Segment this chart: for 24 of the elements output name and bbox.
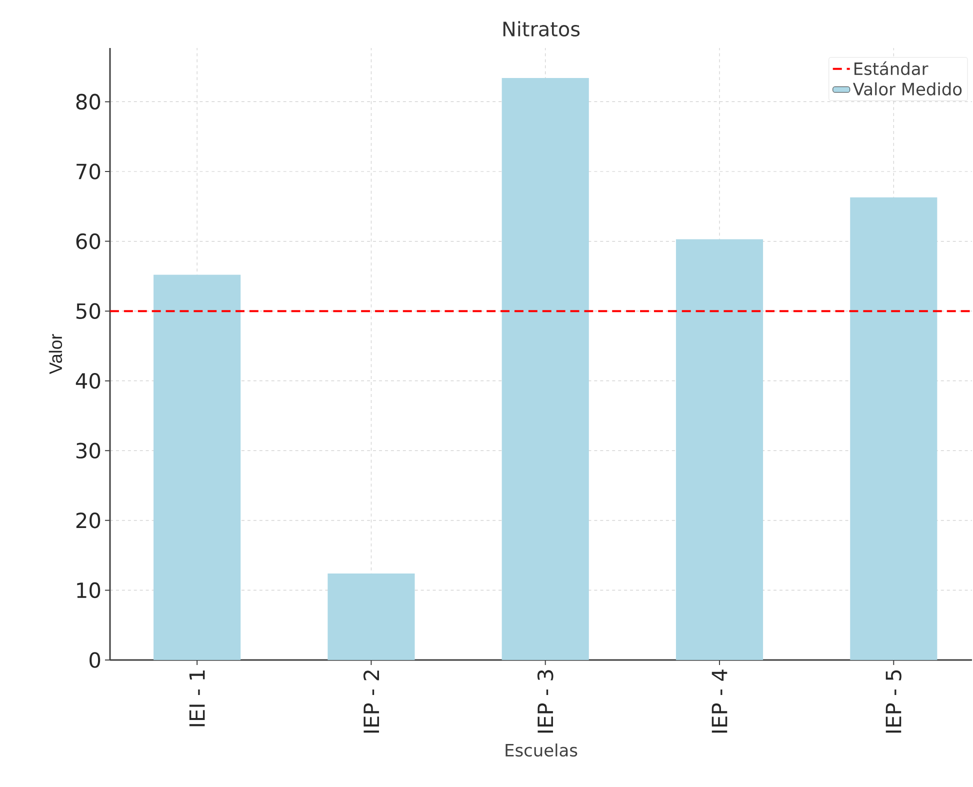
bar	[502, 78, 589, 660]
y-tick-label: 20	[76, 512, 100, 528]
legend-label: Valor Medido	[852, 82, 962, 96]
bar	[676, 239, 764, 660]
x-tick-label: IEP - 3	[537, 670, 554, 733]
y-tick-label: 10	[77, 582, 100, 598]
legend-label: Estándar	[854, 61, 928, 76]
x-tick-label: IEP - 5	[886, 670, 902, 733]
x-tick-label: IEP - 4	[712, 670, 728, 733]
y-tick-label: 40	[76, 372, 100, 389]
bar	[850, 197, 938, 660]
x-tick-label: IEP - 2	[363, 670, 379, 733]
y-tick-label: 30	[76, 442, 100, 459]
x-tick-label: IEI - 1	[189, 670, 205, 726]
y-tick-label: 60	[76, 233, 100, 250]
chart-title: Nitratos	[503, 21, 580, 36]
bar	[154, 274, 241, 660]
y-tick-label: 50	[76, 303, 100, 319]
bar	[328, 573, 415, 660]
x-axis-title: Escuelas	[506, 743, 578, 757]
y-tick-label: 80	[76, 94, 100, 110]
y-axis-title: Valor	[48, 334, 62, 374]
y-tick-label: 0	[90, 652, 100, 668]
y-tick-label: 70	[76, 164, 100, 180]
